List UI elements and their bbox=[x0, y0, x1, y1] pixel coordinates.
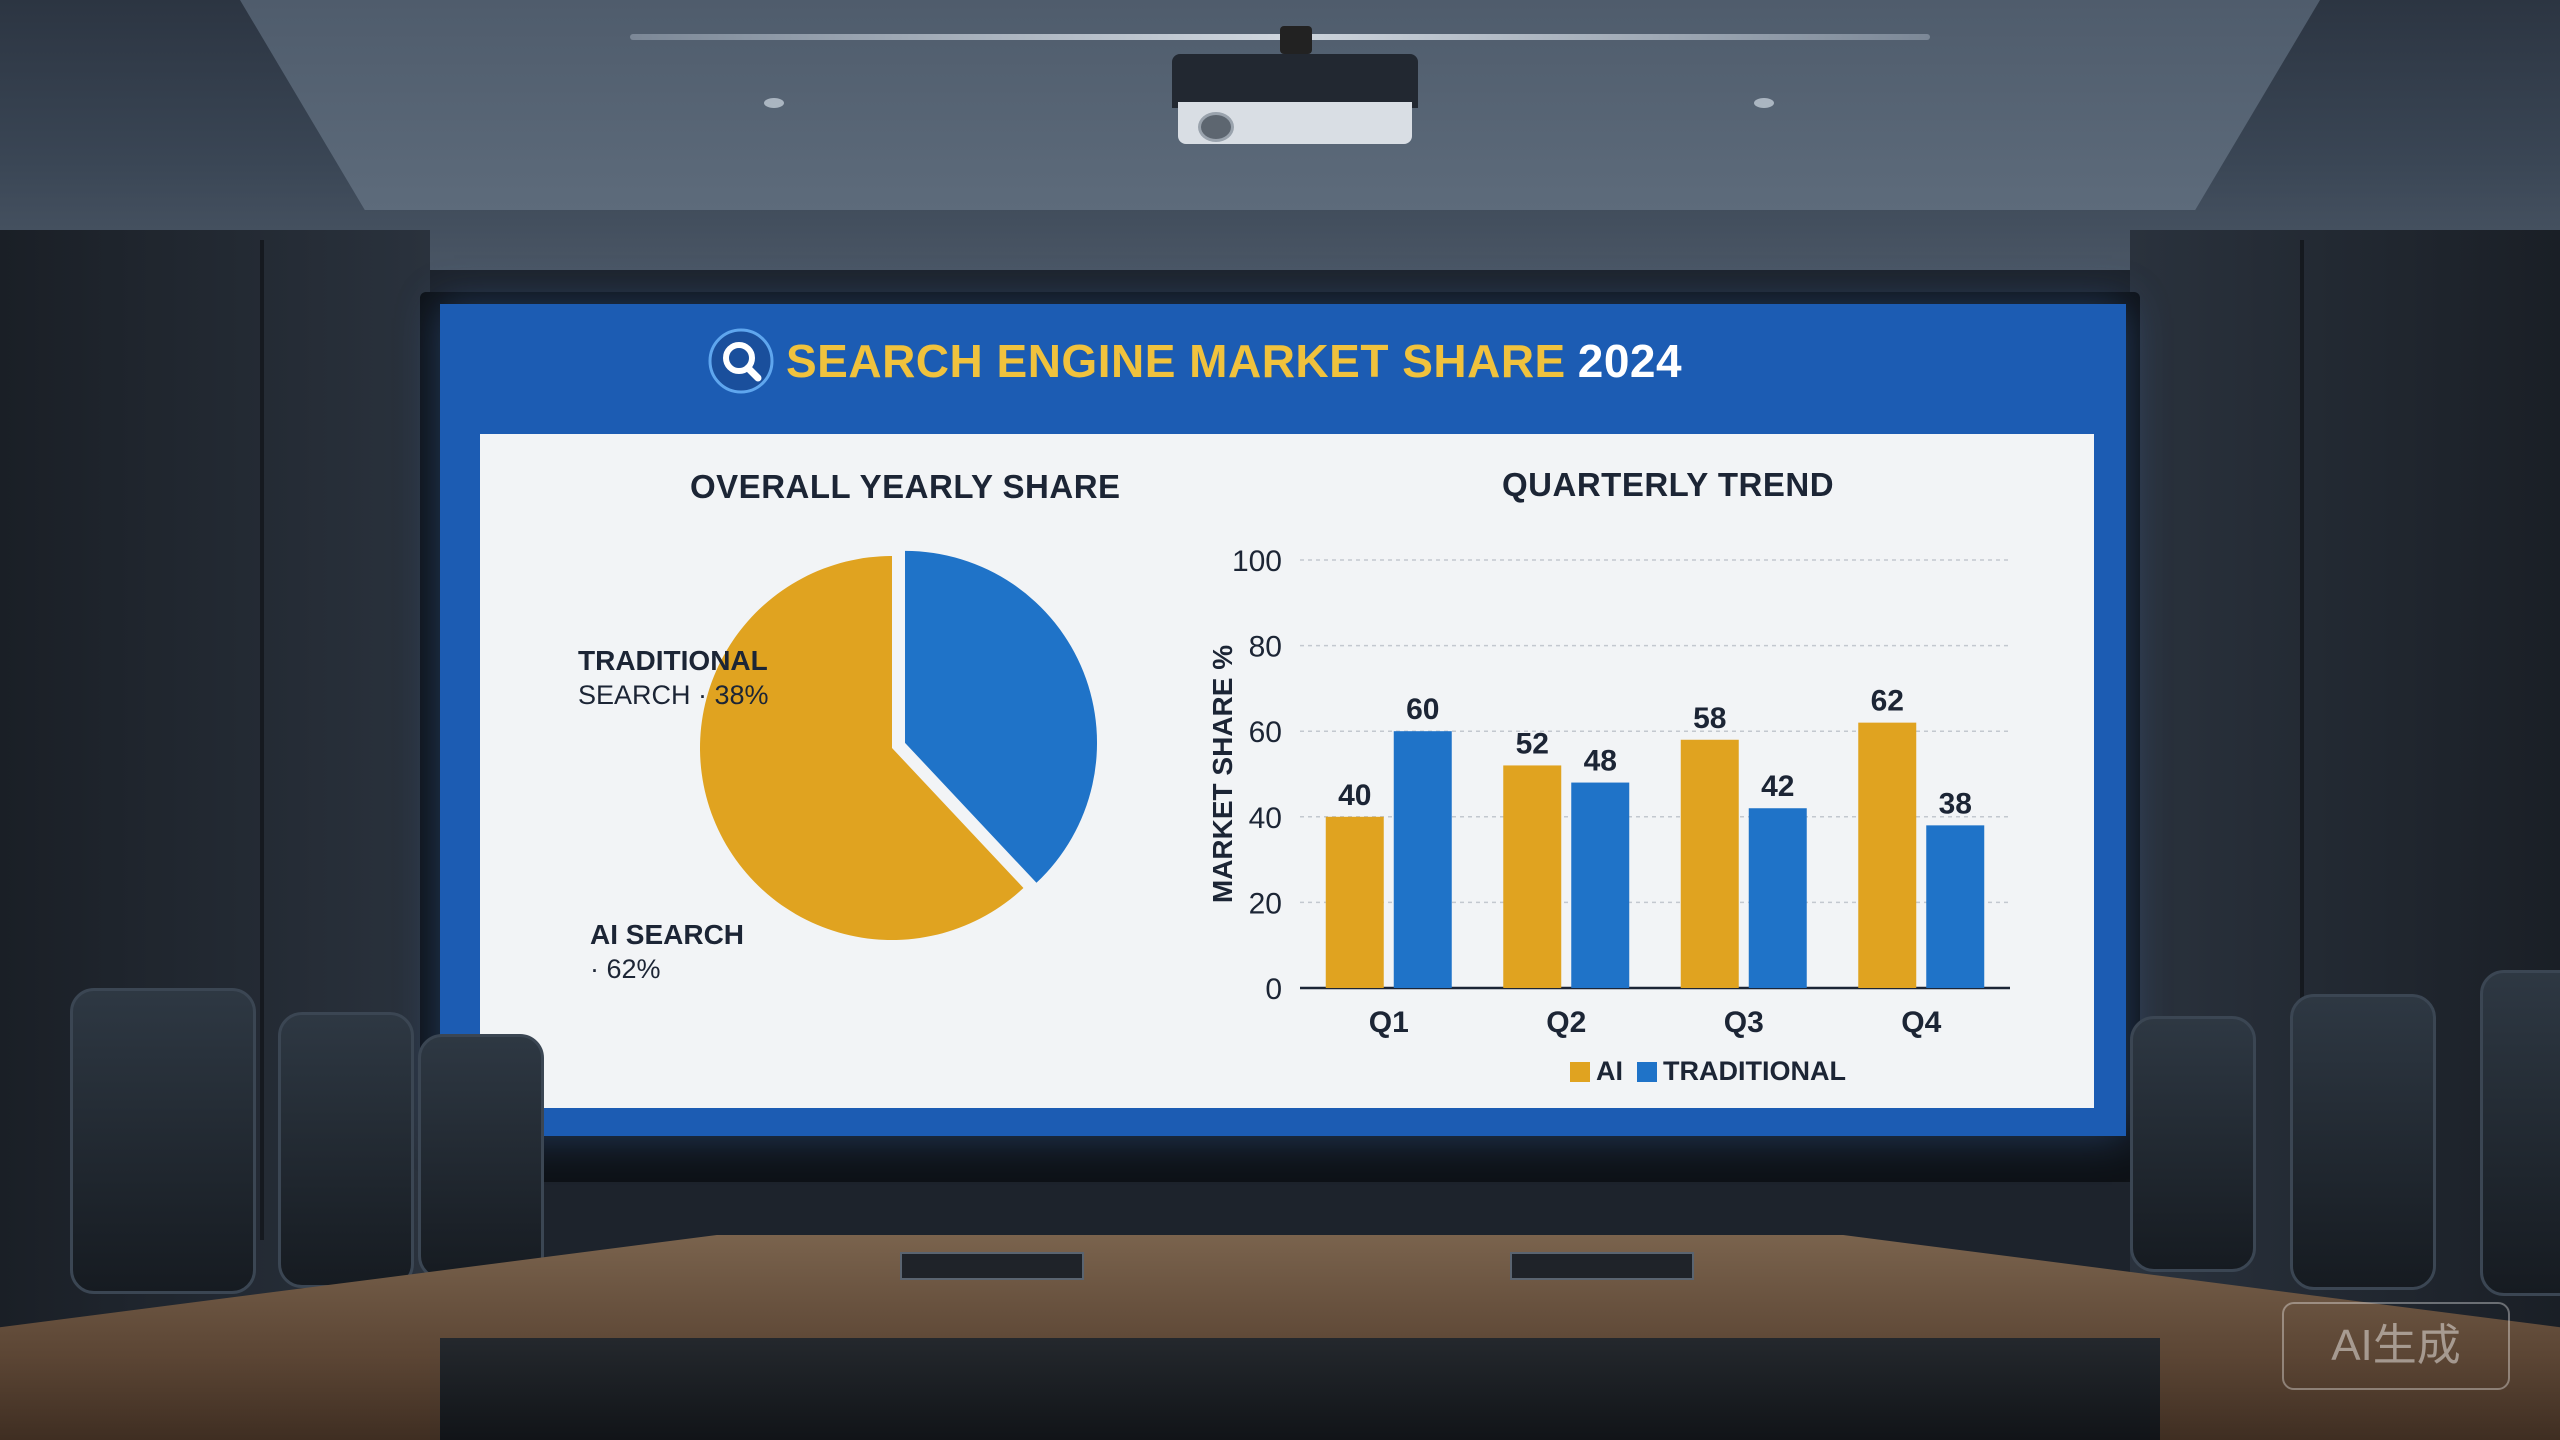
bar-ai-q2 bbox=[1503, 765, 1562, 988]
bar-value-label: 60 bbox=[1406, 693, 1439, 726]
bar-value-label: 58 bbox=[1693, 702, 1726, 735]
bar-ai-q4 bbox=[1858, 722, 1917, 988]
bar-traditional-q2 bbox=[1571, 782, 1630, 988]
projector-lens bbox=[1198, 112, 1234, 142]
chair bbox=[2290, 994, 2436, 1290]
bar-value-label: 40 bbox=[1338, 779, 1371, 812]
bar-chart-legend: AI TRADITIONAL bbox=[1570, 1056, 1846, 1087]
pie-slice-ai bbox=[700, 556, 1024, 940]
legend-item-traditional: TRADITIONAL bbox=[1637, 1056, 1846, 1087]
bar-value-label: 38 bbox=[1939, 787, 1972, 820]
presentation-slide: SEARCH ENGINE MARKET SHARE 2024 OVERALL Y… bbox=[440, 304, 2126, 1136]
pie-label-traditional-line1: TRADITIONAL bbox=[578, 645, 768, 676]
legend-swatch-ai bbox=[1570, 1061, 1590, 1082]
bar-ai-q3 bbox=[1680, 739, 1739, 988]
projector-top bbox=[1172, 54, 1418, 108]
bar-value-label: 48 bbox=[1584, 745, 1617, 778]
slide-title-year: 2024 bbox=[1577, 335, 1683, 387]
bar-chart: 0 20 40 60 80 100 MARKET SHARE % 40 60 Q1 52 48 Q2 58… bbox=[1207, 545, 2010, 1039]
bar-ai-q1 bbox=[1325, 816, 1384, 988]
chairs bbox=[0, 960, 2560, 1440]
slide-title-row: SEARCH ENGINE MARKET SHARE 2024 bbox=[706, 326, 1806, 396]
bar-traditional-q1 bbox=[1393, 731, 1452, 988]
y-tick-label: 60 bbox=[1249, 716, 1282, 749]
legend-swatch-traditional bbox=[1637, 1061, 1657, 1082]
ceiling-light bbox=[1754, 98, 1774, 108]
pie-chart bbox=[700, 550, 1098, 940]
pie-label-traditional-line2: SEARCH · 38% bbox=[578, 680, 769, 710]
y-axis-label: MARKET SHARE % bbox=[1207, 645, 1238, 903]
wall-panel-line bbox=[260, 240, 264, 1240]
x-tick-label: Q4 bbox=[1901, 1006, 1941, 1039]
bar-traditional-q4 bbox=[1926, 825, 1985, 988]
table-cable-port bbox=[1510, 1252, 1694, 1280]
y-tick-label: 20 bbox=[1249, 887, 1282, 920]
chair bbox=[278, 1012, 414, 1288]
pie-label-ai-line2: · 62% bbox=[590, 954, 661, 984]
chair bbox=[2130, 1016, 2256, 1272]
pie-chart-title: OVERALL YEARLY SHARE bbox=[690, 468, 1121, 505]
y-tick-label: 80 bbox=[1249, 631, 1282, 664]
x-tick-label: Q3 bbox=[1724, 1006, 1764, 1039]
slide-title-main: SEARCH ENGINE MARKET SHARE bbox=[786, 335, 1566, 387]
bar-traditional-q3 bbox=[1748, 808, 1807, 988]
chair bbox=[70, 988, 256, 1294]
slide-title: SEARCH ENGINE MARKET SHARE 2024 bbox=[786, 334, 1682, 388]
pie-label-traditional: TRADITIONAL SEARCH · 38% bbox=[578, 644, 769, 712]
chair bbox=[418, 1034, 544, 1280]
table-front-edge bbox=[440, 1338, 2160, 1440]
bar-value-label: 62 bbox=[1871, 685, 1904, 718]
search-icon bbox=[708, 328, 774, 394]
projector bbox=[1172, 26, 1418, 146]
legend-label-traditional: TRADITIONAL bbox=[1663, 1056, 1846, 1086]
x-tick-label: Q1 bbox=[1369, 1006, 1409, 1039]
chart-card: OVERALL YEARLY SHARE QUARTERLY TREND TRA… bbox=[480, 434, 2094, 1108]
projector-mount bbox=[1280, 26, 1312, 54]
bar-value-label: 52 bbox=[1516, 727, 1549, 760]
bar-value-label: 42 bbox=[1761, 770, 1794, 803]
bar-chart-title: QUARTERLY TREND bbox=[1502, 466, 1835, 503]
chair bbox=[2480, 970, 2560, 1296]
pie-slice-traditional bbox=[905, 550, 1098, 883]
legend-item-ai: AI bbox=[1570, 1056, 1623, 1087]
y-tick-label: 40 bbox=[1249, 802, 1282, 835]
pie-label-ai: AI SEARCH · 62% bbox=[590, 918, 744, 986]
y-tick-label: 100 bbox=[1232, 545, 1282, 578]
x-tick-label: Q2 bbox=[1546, 1006, 1586, 1039]
table-cable-port bbox=[900, 1252, 1084, 1280]
pie-label-ai-line1: AI SEARCH bbox=[590, 919, 745, 950]
ceiling-light bbox=[764, 98, 784, 108]
y-tick-label: 0 bbox=[1265, 973, 1282, 1006]
legend-label-ai: AI bbox=[1596, 1056, 1623, 1086]
watermark: AI生成 bbox=[2282, 1302, 2510, 1390]
wall-panel-line bbox=[2300, 240, 2304, 1240]
